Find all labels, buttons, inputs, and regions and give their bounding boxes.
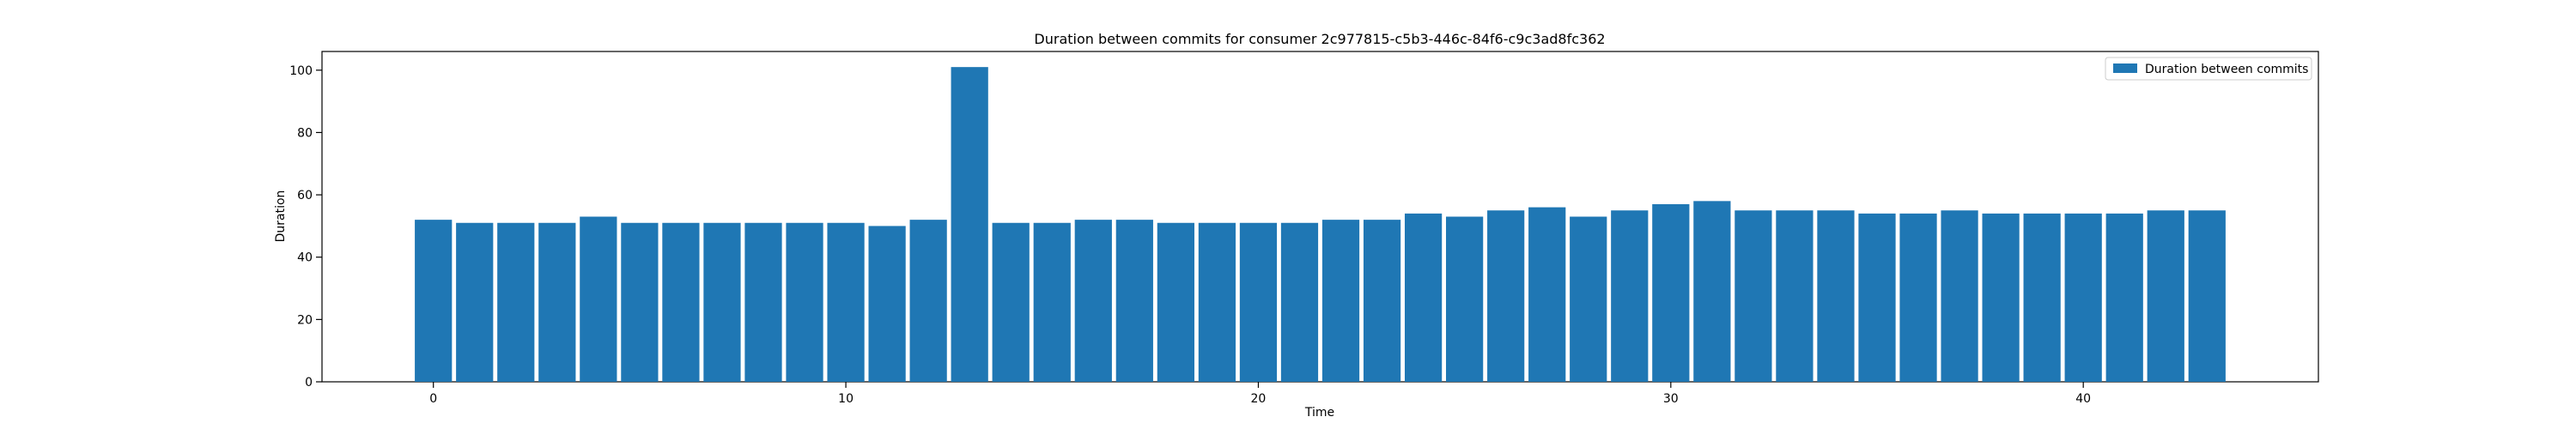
bar-27 — [1528, 207, 1566, 382]
y-axis-label: Duration — [274, 190, 288, 243]
bar-3 — [538, 222, 576, 382]
x-tick-label: 20 — [1251, 392, 1267, 406]
legend-box — [2105, 57, 2312, 81]
y-tick-label: 40 — [297, 251, 313, 265]
bar-11 — [868, 226, 906, 382]
bar-35 — [1858, 213, 1896, 382]
x-tick-label: 0 — [429, 392, 437, 406]
bar-41 — [2105, 213, 2143, 382]
bar-42 — [2147, 210, 2184, 382]
bars-group — [415, 67, 2226, 382]
bar-40 — [2064, 213, 2102, 382]
bar-43 — [2188, 210, 2226, 382]
x-tick-label: 30 — [1663, 392, 1679, 406]
bar-32 — [1735, 210, 1772, 382]
x-tick-label: 40 — [2075, 392, 2091, 406]
bar-37 — [1941, 210, 1978, 382]
x-axis-label: Time — [1304, 406, 1334, 420]
bar-21 — [1280, 222, 1319, 382]
y-axis: 0 20 40 60 80 100 — [289, 64, 322, 390]
bar-31 — [1693, 201, 1731, 382]
bar-16 — [1074, 220, 1112, 382]
plot-area — [321, 51, 2319, 383]
x-axis: 0 10 20 30 40 — [429, 382, 2091, 406]
y-tick-label: 100 — [289, 64, 313, 78]
bar-17 — [1115, 220, 1153, 382]
bar-5 — [621, 222, 659, 382]
bar-29 — [1611, 210, 1649, 382]
legend-label: Duration between commits — [2145, 63, 2308, 76]
bar-39 — [2023, 213, 2061, 382]
y-tick-label: 0 — [305, 376, 313, 390]
bar-13 — [951, 67, 988, 382]
bar-20 — [1239, 222, 1278, 382]
bar-8 — [744, 222, 782, 382]
bar-33 — [1776, 210, 1814, 382]
bar-25 — [1446, 216, 1484, 382]
y-tick-label: 20 — [297, 313, 313, 327]
bar-12 — [909, 220, 947, 382]
bar-36 — [1899, 213, 1937, 382]
bar-23 — [1363, 220, 1401, 382]
y-tick-label: 60 — [297, 189, 313, 202]
bar-38 — [1982, 213, 2020, 382]
bar-15 — [1033, 222, 1071, 382]
bar-9 — [786, 222, 823, 382]
bar-22 — [1321, 220, 1360, 382]
y-tick-label: 80 — [297, 126, 313, 140]
bar-14 — [992, 222, 1030, 382]
bar-26 — [1487, 210, 1525, 382]
bar-0 — [415, 220, 453, 382]
legend-swatch — [2113, 63, 2137, 73]
bar-18 — [1157, 222, 1194, 382]
bar-28 — [1570, 216, 1607, 382]
bar-34 — [1817, 210, 1855, 382]
legend: Duration between commits — [2105, 57, 2312, 81]
bar-7 — [703, 222, 741, 382]
bar-19 — [1198, 222, 1236, 382]
bar-2 — [497, 222, 535, 382]
x-tick-label: 10 — [838, 392, 854, 406]
bar-30 — [1652, 203, 1690, 382]
chart-title: Duration between commits for consumer 2c… — [1034, 31, 1605, 47]
bar-24 — [1404, 213, 1443, 382]
bar-6 — [662, 222, 700, 382]
bar-1 — [456, 222, 494, 382]
bar-10 — [827, 222, 865, 382]
bar-4 — [580, 216, 617, 382]
